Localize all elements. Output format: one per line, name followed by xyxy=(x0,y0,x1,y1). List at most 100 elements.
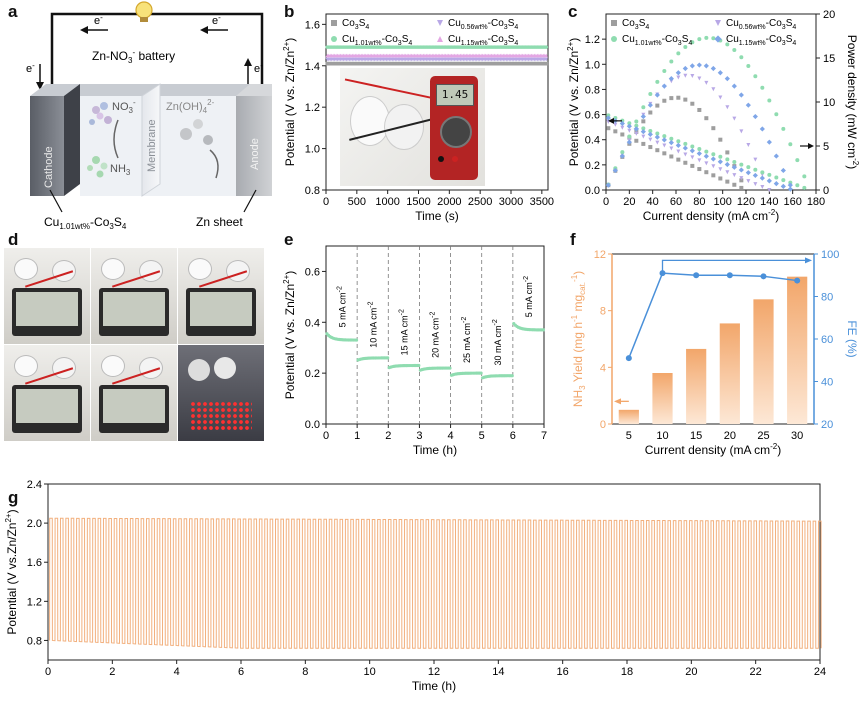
series-point xyxy=(544,45,549,49)
polarization-point xyxy=(634,138,639,143)
polarization-point xyxy=(683,141,688,146)
legend-label: Cu1.15wt%-Co3S4 xyxy=(448,34,518,47)
chart-f: 0 4 8 12 20 40 60 80 100 5 10 15 20 25 30 Current densi… xyxy=(570,249,859,457)
x-tick-label: 80 xyxy=(693,196,705,208)
ammonia-molecules xyxy=(87,156,108,178)
power-point xyxy=(647,102,653,108)
y-tick-label: 0.8 xyxy=(585,84,600,96)
fe-line xyxy=(628,272,798,359)
x-tick-label: 180 xyxy=(807,196,825,208)
power-point xyxy=(718,137,723,142)
power-point xyxy=(724,76,730,82)
polarization-point xyxy=(655,131,660,136)
y2-tick-label: 20 xyxy=(823,9,835,21)
series-point xyxy=(544,57,549,62)
legend-label: Cu0.56wt%-Co3S4 xyxy=(726,18,796,31)
legend-text: S xyxy=(508,34,515,45)
legend-sub: 4 xyxy=(792,40,796,47)
cycling-curve xyxy=(49,517,822,649)
fe-point xyxy=(794,277,801,284)
yield-bar xyxy=(787,276,808,424)
photo-battery-multimeter: 1.45 xyxy=(340,68,485,186)
legend-marker xyxy=(714,35,722,43)
subscript: cat. xyxy=(578,282,587,295)
text-part: ) xyxy=(775,209,779,223)
power-point xyxy=(731,83,737,89)
photo-hygrometer xyxy=(4,248,90,344)
polarization-point xyxy=(682,145,688,151)
legend-sub: 3 xyxy=(635,24,639,31)
power-point xyxy=(746,143,751,148)
polarization-point xyxy=(613,116,618,121)
power-point xyxy=(696,62,702,68)
data-point xyxy=(541,328,545,332)
y2-tick-label: 20 xyxy=(821,419,833,431)
power-point xyxy=(662,68,667,73)
power-point xyxy=(669,59,674,64)
text-part: ) xyxy=(777,443,781,457)
power-point xyxy=(753,74,758,79)
polarization-point xyxy=(710,156,716,162)
legend-marker xyxy=(331,20,337,26)
panel-letter-e: e xyxy=(284,230,294,249)
polarization-point xyxy=(662,134,667,139)
x-tick-label: 100 xyxy=(713,196,731,208)
fe-axis-arrowhead xyxy=(805,257,812,264)
polarization-point xyxy=(655,148,660,153)
battery-schematic: e- e- e- e- Zn-NO3- battery Cathode Memb… xyxy=(26,1,272,231)
power-point xyxy=(773,153,779,159)
polarization-point xyxy=(620,132,625,137)
legend-sub: 4 xyxy=(514,24,518,31)
label-text: 25 mA cm xyxy=(462,323,472,363)
yield-bar xyxy=(686,348,707,424)
power-point xyxy=(690,40,695,45)
power-point xyxy=(711,36,716,41)
x-tick-label: 4 xyxy=(174,666,180,678)
power-point xyxy=(766,139,772,145)
legend-sub: 0.56wt% xyxy=(739,24,766,31)
superscript: -2 xyxy=(851,158,860,166)
power-point xyxy=(739,178,744,183)
y-tick-label: 0.4 xyxy=(585,135,600,147)
x-tick-label: 1 xyxy=(354,430,360,442)
y-tick-label: 0.6 xyxy=(585,110,600,122)
power-point xyxy=(648,92,653,97)
label-text: 5 mA cm xyxy=(337,292,347,327)
y-tick-label: 2.4 xyxy=(27,479,42,491)
legend-text: -Co xyxy=(382,34,399,45)
cathode-pointer xyxy=(49,189,63,213)
power-point xyxy=(676,75,681,80)
yield-bar xyxy=(753,299,774,424)
series-point xyxy=(544,61,549,66)
polarization-point xyxy=(725,179,730,184)
legend-sub: 3 xyxy=(782,24,786,31)
y2-tick-label: 15 xyxy=(823,53,835,65)
superscript: 2+ xyxy=(4,513,13,522)
plot-frame xyxy=(325,13,549,191)
polarization-point xyxy=(711,173,716,178)
ammonia-label: NH3 xyxy=(110,163,131,177)
power-point xyxy=(704,35,709,40)
power-point xyxy=(682,65,688,72)
label-text: 15 mA cm xyxy=(400,315,410,355)
polarization-point xyxy=(697,167,702,172)
power-point xyxy=(662,98,667,103)
photo-hygrometer xyxy=(91,345,177,441)
polarization-point xyxy=(732,159,737,164)
legend-sub: 3 xyxy=(782,40,786,47)
x-tick-label: 15 xyxy=(690,430,702,442)
x-tick-label: 0 xyxy=(45,666,51,678)
polarization-point xyxy=(662,151,667,156)
zincate-label: Zn(OH)42- xyxy=(166,98,215,115)
legend-text: -Co xyxy=(766,34,783,45)
power-point xyxy=(774,112,779,117)
text-part: Potential (V vs. Zn/Zn xyxy=(567,51,581,166)
chart-c: 0 20 40 60 80 100 120 140 160 1800.00.20.40.60.81… xyxy=(566,9,860,223)
text-part: ) xyxy=(283,38,297,42)
x-tick-label: 30 xyxy=(791,430,803,442)
polarization-point xyxy=(641,141,646,146)
power-point xyxy=(661,83,667,89)
legend-label: Cu1.01wt%-Co3S4 xyxy=(342,34,412,47)
power-point xyxy=(634,119,639,124)
text-part: NH xyxy=(571,390,585,407)
